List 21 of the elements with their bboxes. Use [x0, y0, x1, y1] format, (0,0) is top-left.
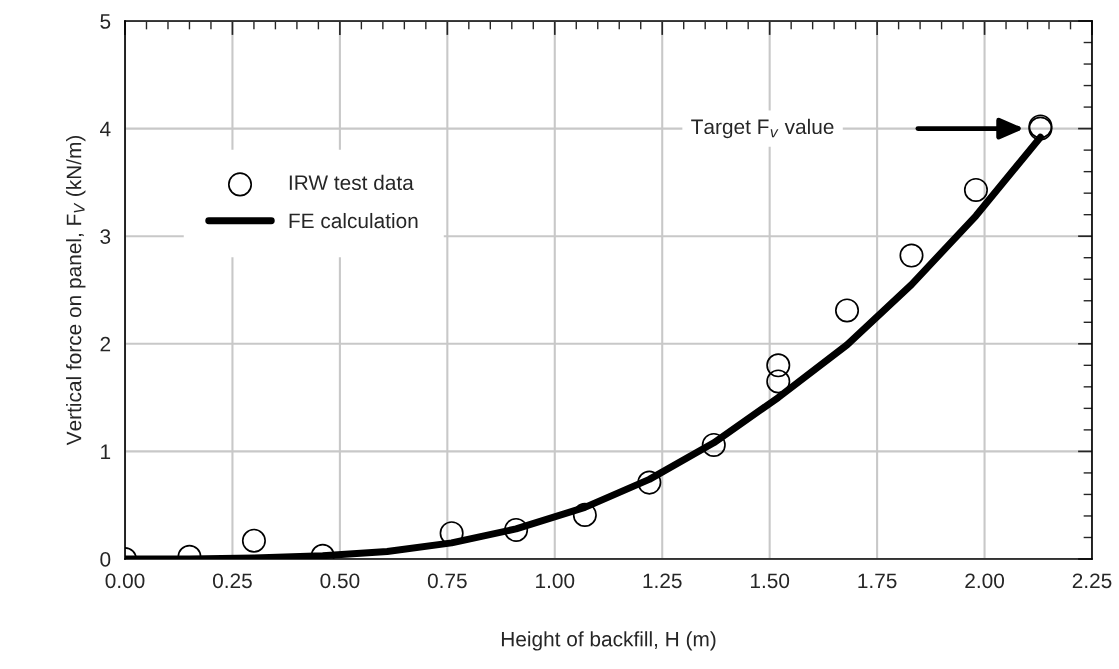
y-tick-label: 2 — [100, 336, 111, 352]
x-tick-label: 0.00 — [105, 573, 145, 589]
x-tick-label: 1.25 — [643, 573, 682, 589]
x-axis-title: Height of backfill, H (m) — [501, 631, 716, 651]
y-tick-label: 1 — [101, 444, 111, 459]
x-tick-label: 0.50 — [320, 573, 360, 589]
legend-label: IRW test data — [289, 174, 414, 191]
annotation: Target F$_{v}$ value — [691, 118, 834, 139]
y-axis-title: Vertical force on panel, F$_{V}$ (kN/m) — [66, 135, 86, 446]
y-tick-label: 0 — [100, 552, 111, 567]
x-tick-label: 0.75 — [427, 573, 467, 589]
x-tick-label: 0.25 — [212, 573, 252, 589]
y-tick-label: 4 — [100, 121, 111, 137]
y-tick-label: 3 — [100, 229, 111, 244]
x-tick-label: 2.00 — [965, 573, 1005, 589]
x-tick-label: 1.00 — [536, 573, 575, 589]
y-tick-label: 5 — [100, 14, 111, 29]
x-tick-label: 1.50 — [750, 573, 790, 589]
x-tick-label: 1.75 — [858, 573, 897, 589]
x-tick-label: 2.25 — [1072, 573, 1112, 589]
legend-label: FE calculation — [289, 212, 418, 229]
